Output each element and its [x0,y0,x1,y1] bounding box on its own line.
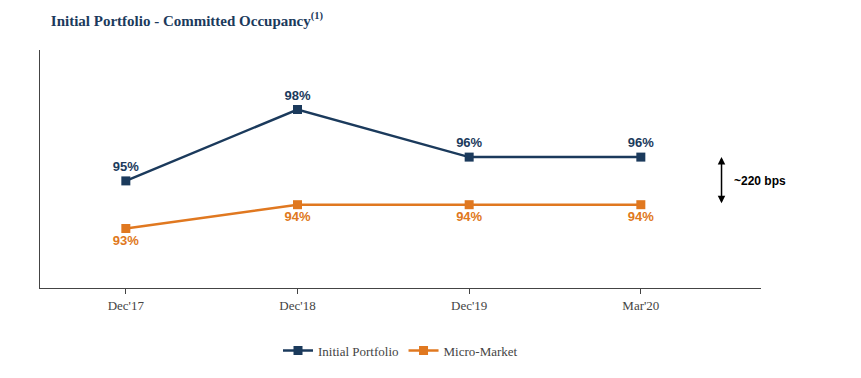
svg-text:94%: 94% [456,209,482,224]
svg-text:Dec'19: Dec'19 [451,298,487,313]
svg-text:Initial Portfolio: Initial Portfolio [318,344,399,359]
svg-text:94%: 94% [628,209,654,224]
svg-text:96%: 96% [456,135,482,150]
svg-text:94%: 94% [284,209,310,224]
svg-text:Mar'20: Mar'20 [622,298,659,313]
svg-text:93%: 93% [113,233,139,248]
svg-text:~220 bps: ~220 bps [734,174,786,188]
svg-text:96%: 96% [628,135,654,150]
svg-text:95%: 95% [113,159,139,174]
svg-text:Dec'17: Dec'17 [108,298,145,313]
svg-text:98%: 98% [284,88,310,103]
svg-text:Micro-Market: Micro-Market [444,344,518,359]
svg-text:Dec'18: Dec'18 [279,298,315,313]
svg-text:Initial Portfolio - Committed: Initial Portfolio - Committed Occupancy​… [51,10,324,28]
